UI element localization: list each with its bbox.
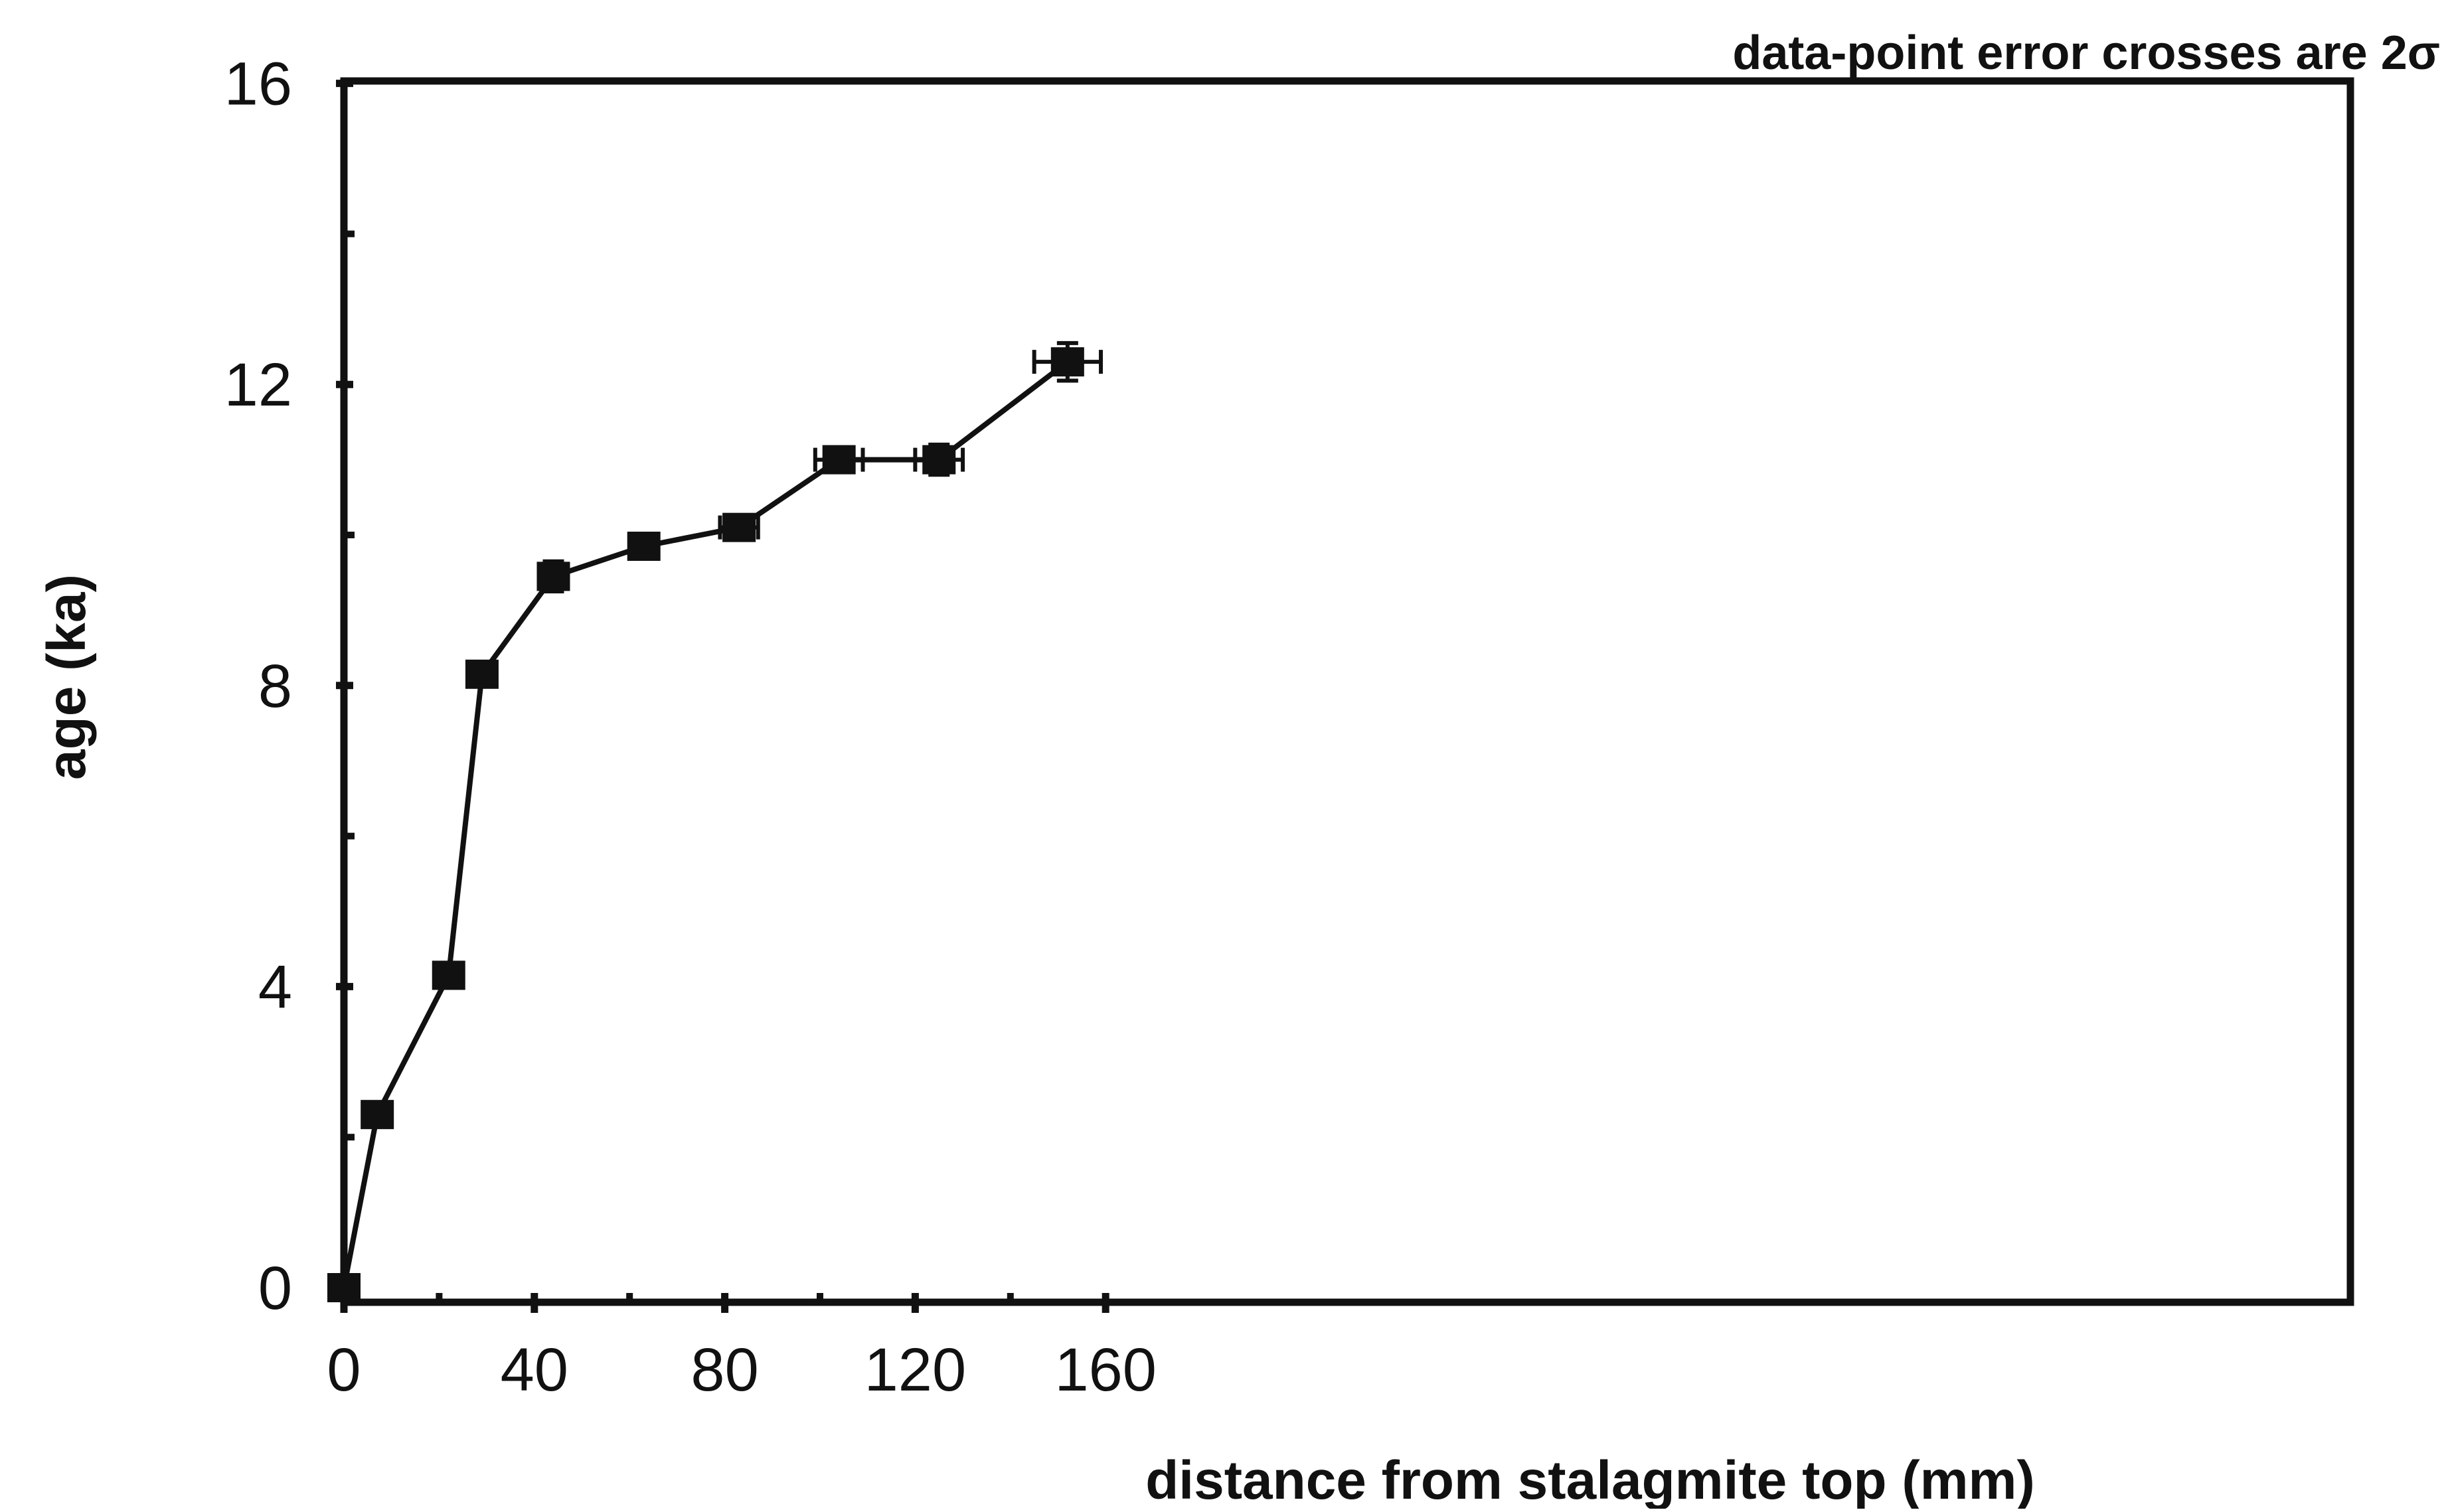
y-tick-label: 4 — [258, 953, 292, 1021]
x-tick-label: 40 — [501, 1336, 568, 1404]
y-tick-label: 12 — [224, 351, 292, 419]
x-tick-label: 0 — [327, 1336, 361, 1404]
x-tick-label: 120 — [864, 1336, 967, 1404]
series-line — [341, 360, 1070, 1288]
x-tick-label: 160 — [1054, 1336, 1157, 1404]
error-cross-note: data-point error crosses are 2σ — [1732, 27, 2440, 80]
data-point — [722, 512, 756, 542]
x-axis-title: distance from stalagmite top (mm) — [1145, 1450, 2035, 1509]
y-tick-labels: 0 4 8 12 16 — [224, 50, 292, 1322]
plot-frame — [340, 77, 2354, 1306]
y-tick-label: 0 — [258, 1254, 292, 1322]
data-point — [536, 562, 570, 591]
x-tick-label: 80 — [691, 1336, 758, 1404]
data-point — [432, 960, 465, 990]
data-point — [922, 445, 956, 475]
data-point — [361, 1100, 394, 1130]
data-series — [327, 340, 1103, 1302]
x-tick-labels: 0 40 80 120 160 — [327, 1336, 1157, 1404]
data-point — [327, 1273, 361, 1302]
y-tick-label: 16 — [224, 50, 292, 118]
data-point — [1050, 347, 1084, 377]
y-tick-label: 8 — [258, 652, 292, 720]
data-point — [822, 445, 856, 475]
data-point — [465, 659, 499, 689]
data-point — [627, 532, 661, 562]
axis-ticks — [336, 80, 1109, 1313]
y-axis-title: age (ka) — [37, 574, 97, 780]
